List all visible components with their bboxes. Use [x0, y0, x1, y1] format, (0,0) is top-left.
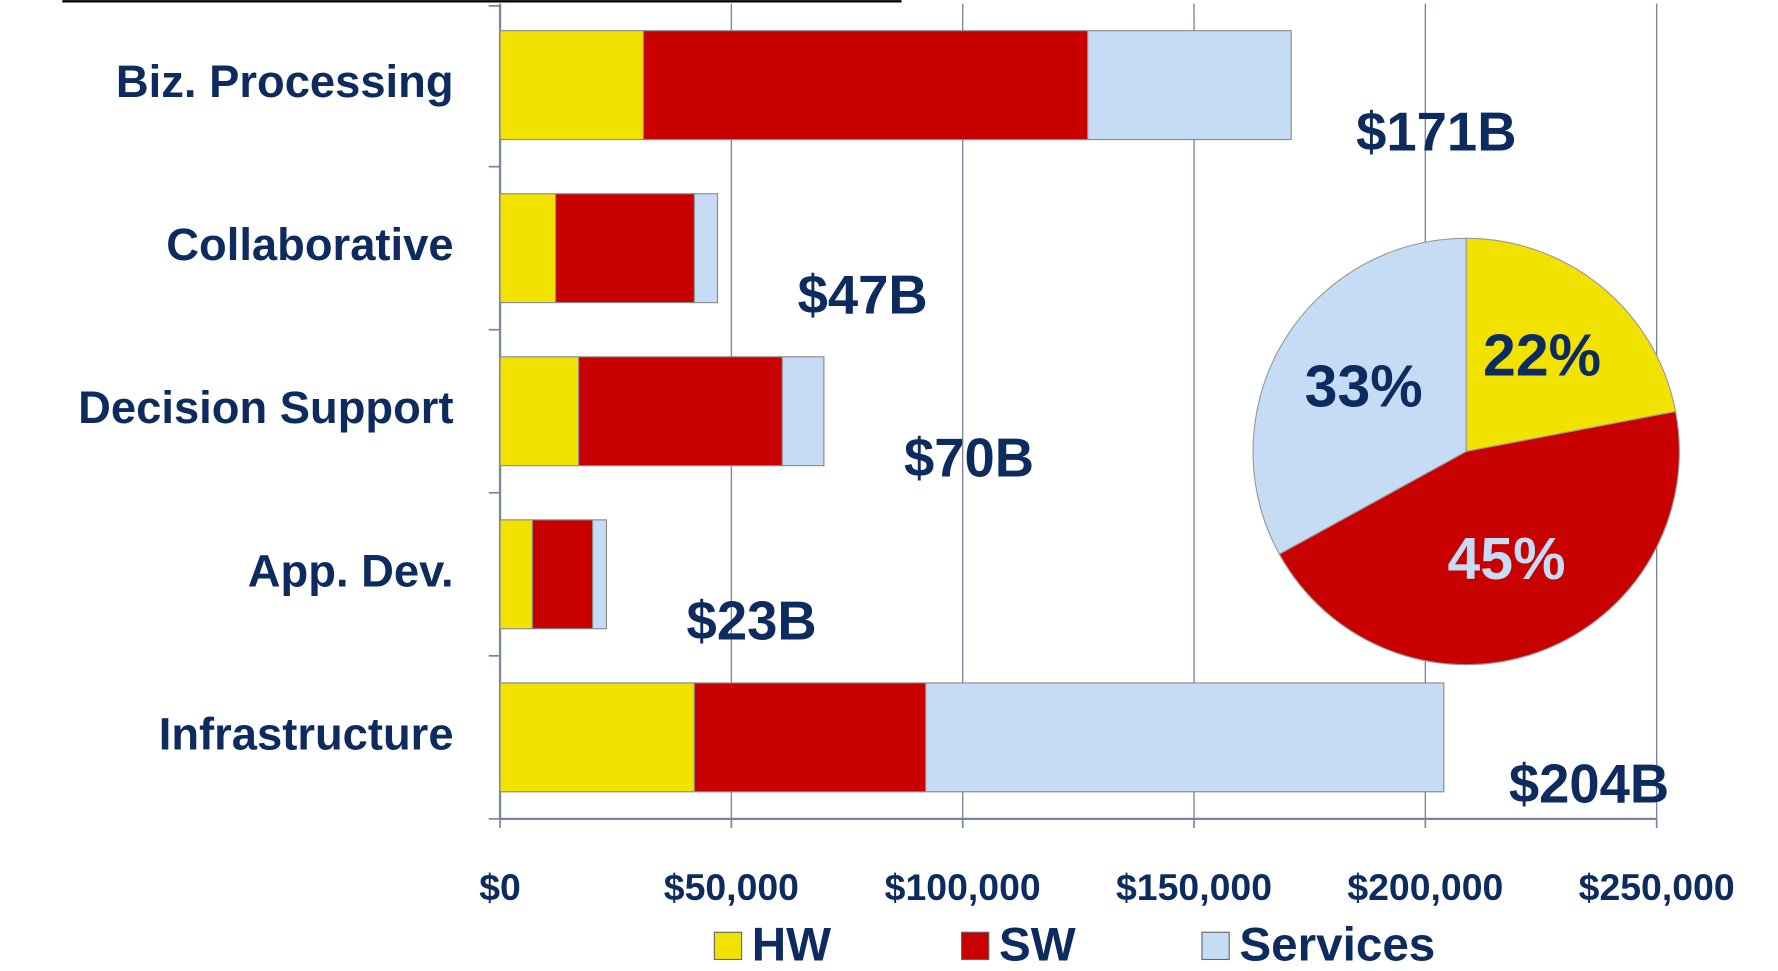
legend-label: Services [1239, 919, 1435, 971]
bar-segment [499, 682, 695, 793]
bar-segment [693, 682, 927, 793]
bar-segment [642, 30, 1089, 141]
legend-label: SW [999, 919, 1076, 971]
bar-segment [499, 519, 534, 630]
legend-label: HW [752, 919, 831, 971]
bar-segment [925, 682, 1445, 793]
bar-segment [578, 356, 783, 467]
total-label: $204B [1509, 754, 1669, 815]
bar-segment [531, 519, 594, 630]
slice-label: 22% [1483, 323, 1601, 388]
bar-segment [693, 193, 719, 304]
bar-segment [499, 193, 557, 304]
bar-segment [781, 356, 825, 467]
bar-segment [592, 519, 608, 630]
x-tick-label: $50,000 [664, 866, 799, 908]
total-label: $70B [904, 428, 1034, 489]
y-tick-label: App. Dev. [248, 545, 454, 596]
y-tick-label: Decision Support [78, 382, 453, 433]
y-tick-label: Biz. Processing [116, 56, 454, 107]
x-tick-label: $0 [479, 866, 521, 908]
bar-segment [555, 193, 695, 304]
total-label: $47B [798, 265, 928, 326]
bar-segment [499, 30, 645, 141]
bar-segment [499, 356, 580, 467]
legend-swatch [1201, 931, 1230, 961]
total-label: $171B [1356, 102, 1516, 163]
legend-swatch [713, 931, 743, 961]
slice-label: 45% [1448, 527, 1566, 592]
legend-swatch [961, 931, 990, 961]
x-tick-label: $250,000 [1579, 866, 1735, 908]
x-tick-label: $200,000 [1347, 866, 1503, 908]
x-tick-label: $100,000 [885, 866, 1041, 908]
pie-slice [1278, 410, 1680, 666]
y-tick-label: Collaborative [166, 219, 453, 270]
y-tick-label: Infrastructure [159, 708, 454, 759]
x-tick-label: $150,000 [1116, 866, 1272, 908]
slice-label: 33% [1305, 354, 1423, 419]
pie-slice [1465, 237, 1677, 453]
total-label: $23B [687, 591, 817, 652]
pie-slice [1252, 237, 1467, 555]
bar-segment [1087, 30, 1292, 141]
